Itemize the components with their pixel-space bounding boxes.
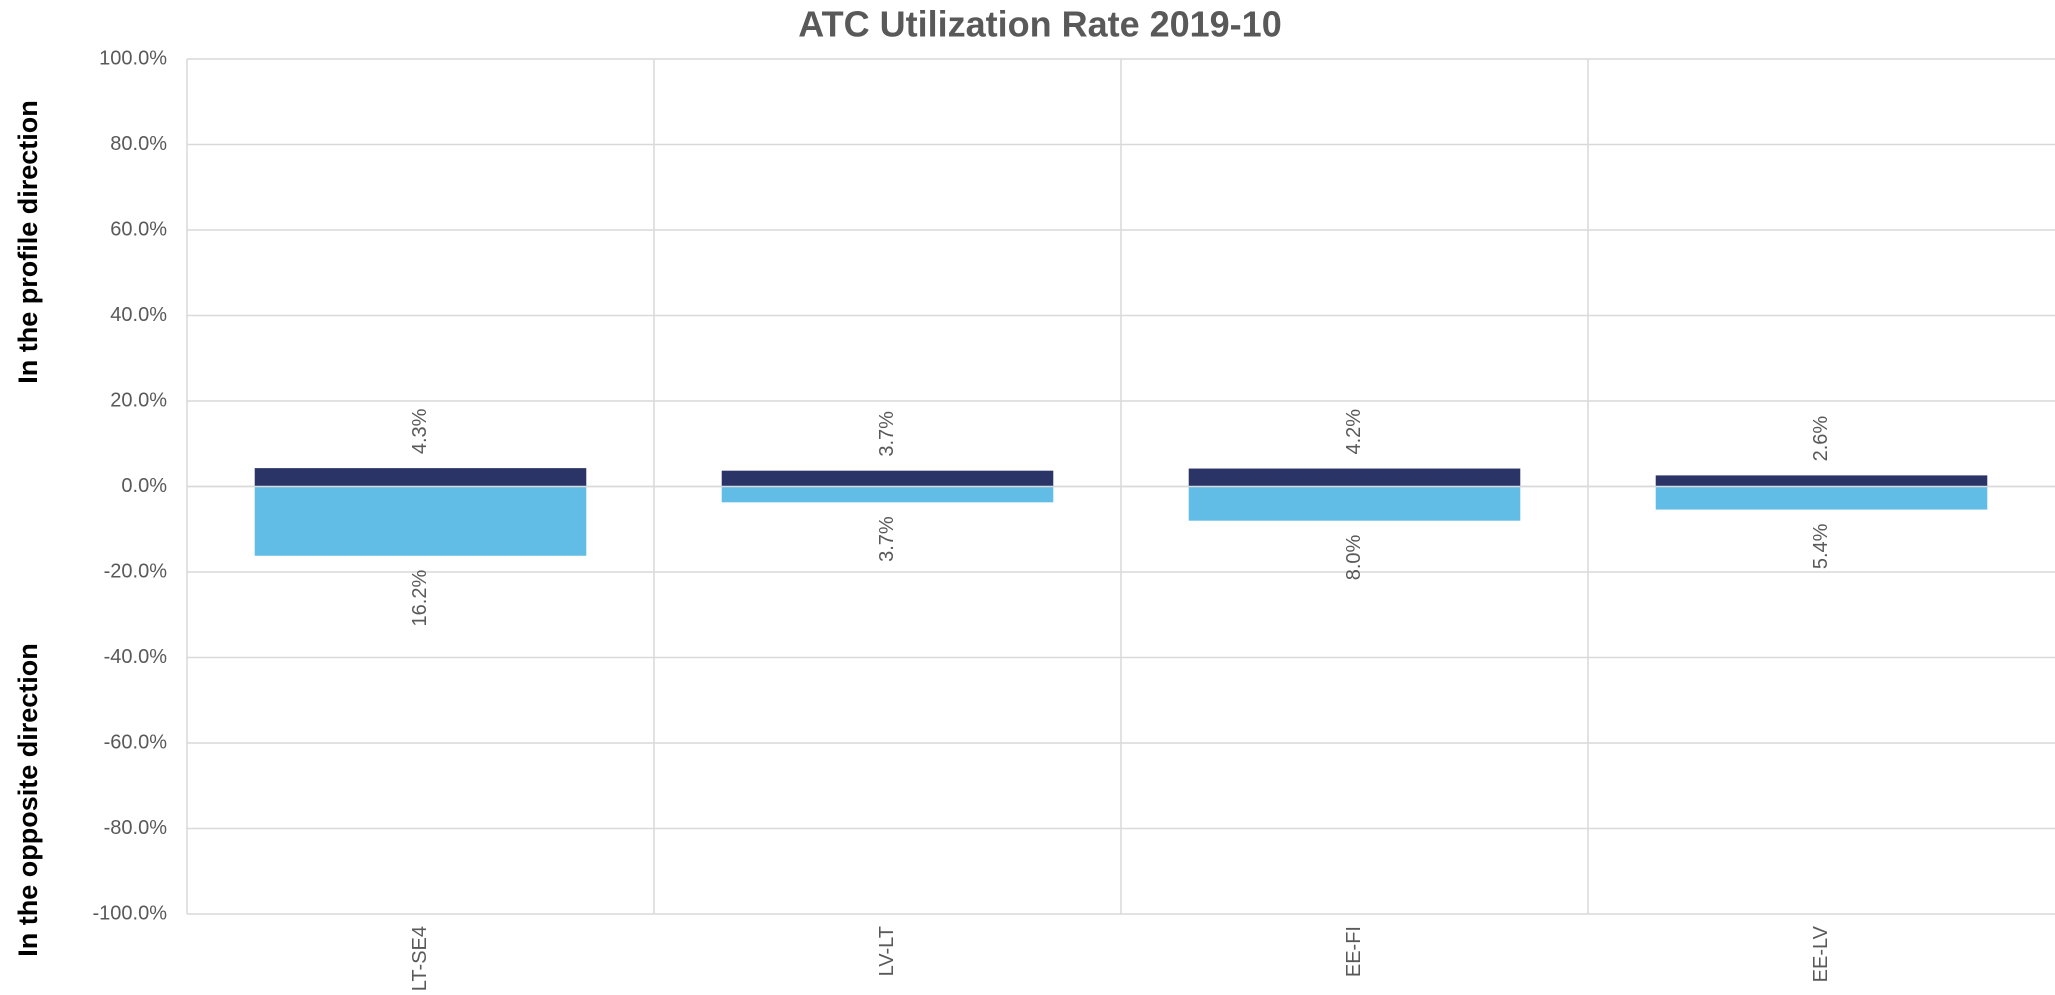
bar	[1188, 486, 1521, 521]
bar	[254, 468, 587, 487]
x-tick-label: LT-SE4	[409, 926, 431, 991]
data-label: 16.2%	[409, 570, 431, 627]
y-tick-label: -100.0%	[93, 902, 168, 924]
y-tick-label: 80.0%	[110, 133, 167, 155]
y-axis-label-bottom: In the opposite direction	[13, 643, 43, 957]
data-label: 5.4%	[1810, 523, 1832, 569]
data-label: 4.3%	[409, 408, 431, 454]
y-tick-label: 40.0%	[110, 304, 167, 326]
x-tick-label: EE-LV	[1810, 925, 1832, 982]
bar	[1188, 468, 1521, 487]
y-axis-label-top: In the profile direction	[13, 100, 43, 384]
y-tick-label: -60.0%	[104, 731, 168, 753]
x-tick-label: LV-LT	[876, 926, 898, 976]
y-tick-label: 100.0%	[99, 47, 167, 69]
data-label: 8.0%	[1343, 534, 1365, 580]
bar	[721, 486, 1054, 503]
bar	[1655, 486, 1988, 510]
bar	[721, 470, 1054, 487]
data-label: 3.7%	[876, 516, 898, 562]
y-tick-label: 0.0%	[121, 475, 167, 497]
data-label: 4.2%	[1343, 409, 1365, 455]
bar	[1655, 475, 1988, 487]
y-tick-label: -80.0%	[104, 817, 168, 839]
y-tick-label: -40.0%	[104, 646, 168, 668]
y-tick-label: 20.0%	[110, 389, 167, 411]
bar	[254, 486, 587, 556]
x-tick-label: EE-FI	[1343, 926, 1365, 977]
y-tick-label: -20.0%	[104, 560, 168, 582]
chart-title: ATC Utilization Rate 2019-10	[798, 4, 1281, 45]
data-label: 2.6%	[1810, 416, 1832, 462]
y-tick-label: 60.0%	[110, 218, 167, 240]
data-label: 3.7%	[876, 411, 898, 457]
